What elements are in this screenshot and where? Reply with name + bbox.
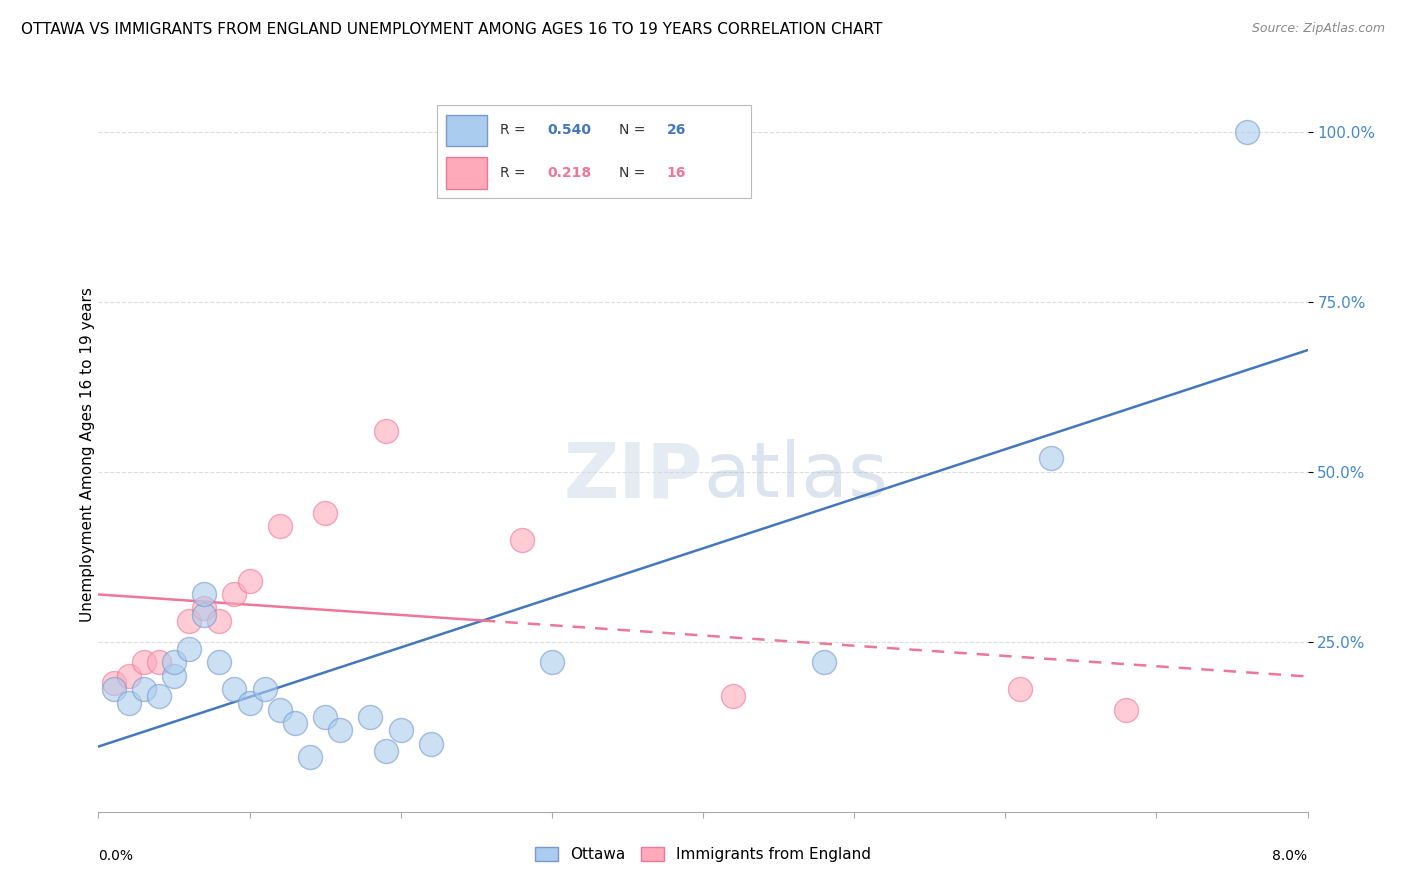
Immigrants from England bbox=[208, 615, 231, 629]
Ottawa bbox=[389, 723, 412, 738]
Legend: Ottawa, Immigrants from England: Ottawa, Immigrants from England bbox=[529, 841, 877, 868]
Ottawa bbox=[132, 682, 155, 697]
Ottawa bbox=[179, 641, 201, 656]
Ottawa bbox=[329, 723, 352, 738]
Ottawa bbox=[148, 689, 170, 703]
Immigrants from England bbox=[723, 689, 745, 703]
Immigrants from England bbox=[103, 675, 125, 690]
Ottawa bbox=[163, 669, 186, 683]
Immigrants from England bbox=[1115, 703, 1137, 717]
Ottawa bbox=[813, 655, 835, 669]
Ottawa bbox=[284, 716, 307, 731]
Ottawa bbox=[118, 696, 141, 710]
Immigrants from England bbox=[148, 655, 170, 669]
Immigrants from England bbox=[179, 615, 201, 629]
Immigrants from England bbox=[118, 669, 141, 683]
Immigrants from England bbox=[269, 519, 291, 533]
Ottawa bbox=[239, 696, 262, 710]
Ottawa bbox=[359, 709, 381, 723]
Immigrants from England bbox=[224, 587, 246, 601]
Ottawa bbox=[193, 607, 215, 622]
Immigrants from England bbox=[510, 533, 533, 547]
Ottawa bbox=[1236, 125, 1258, 139]
Immigrants from England bbox=[239, 574, 262, 588]
Ottawa bbox=[208, 655, 231, 669]
Immigrants from England bbox=[193, 600, 215, 615]
Ottawa bbox=[540, 655, 562, 669]
Text: 8.0%: 8.0% bbox=[1272, 849, 1308, 863]
Text: 0.0%: 0.0% bbox=[98, 849, 134, 863]
Ottawa bbox=[269, 703, 291, 717]
Immigrants from England bbox=[374, 424, 396, 438]
Immigrants from England bbox=[1010, 682, 1032, 697]
Ottawa bbox=[193, 587, 215, 601]
Y-axis label: Unemployment Among Ages 16 to 19 years: Unemployment Among Ages 16 to 19 years bbox=[80, 287, 94, 623]
Ottawa bbox=[419, 737, 441, 751]
Text: OTTAWA VS IMMIGRANTS FROM ENGLAND UNEMPLOYMENT AMONG AGES 16 TO 19 YEARS CORRELA: OTTAWA VS IMMIGRANTS FROM ENGLAND UNEMPL… bbox=[21, 22, 883, 37]
Ottawa bbox=[163, 655, 186, 669]
Text: atlas: atlas bbox=[703, 440, 887, 513]
Text: Source: ZipAtlas.com: Source: ZipAtlas.com bbox=[1251, 22, 1385, 36]
Ottawa bbox=[299, 750, 322, 764]
Immigrants from England bbox=[314, 506, 336, 520]
Ottawa bbox=[224, 682, 246, 697]
Ottawa bbox=[374, 743, 396, 757]
Text: ZIP: ZIP bbox=[564, 440, 703, 513]
Immigrants from England bbox=[132, 655, 155, 669]
Ottawa bbox=[103, 682, 125, 697]
Ottawa bbox=[253, 682, 276, 697]
Ottawa bbox=[1039, 451, 1062, 466]
Ottawa bbox=[314, 709, 336, 723]
